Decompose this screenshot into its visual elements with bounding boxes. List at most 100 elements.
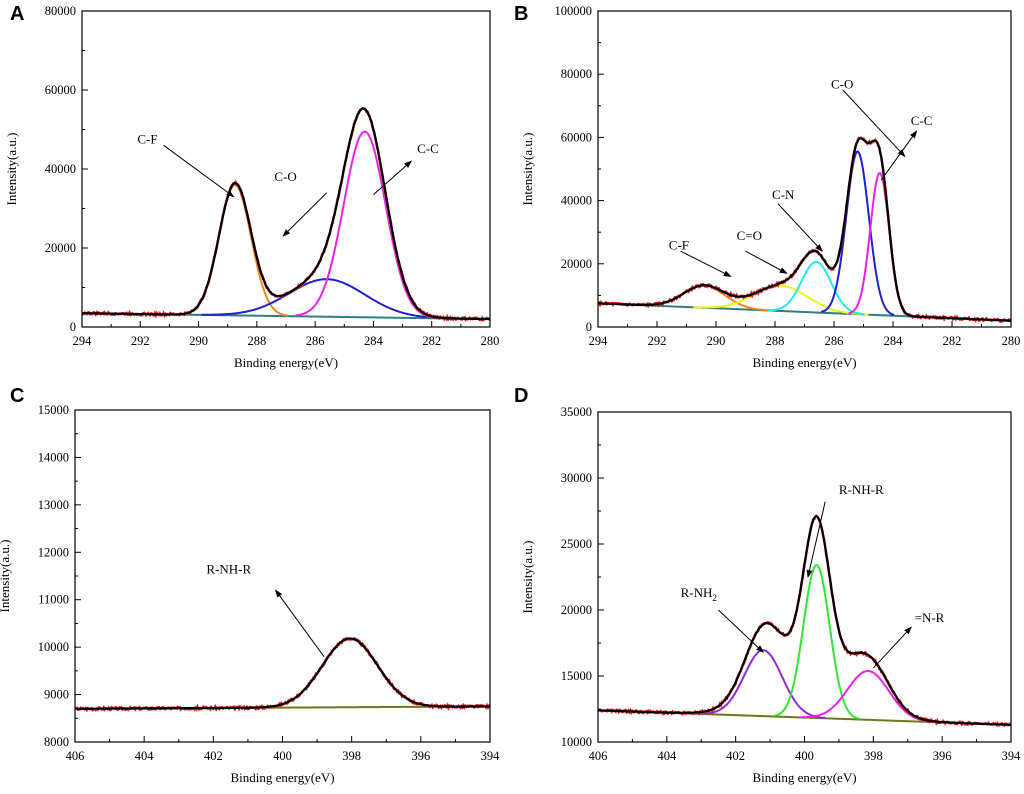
component-c-n [768,260,865,316]
y-tick-label: 8000 [44,735,69,749]
annotation-label: C-O [274,169,296,184]
x-tick-label: 400 [273,749,292,763]
x-tick-label: 284 [884,334,904,348]
x-tick-label: 404 [135,749,155,763]
annotation-arrow [880,130,918,181]
annotation-label: C-C [417,141,439,156]
component-r-nh-r [258,637,442,709]
x-tick-label: 284 [364,334,384,348]
annotation-arrow [163,144,235,198]
x-axis-title: Binding energy(eV) [752,770,856,785]
y-tick-label: 60000 [45,83,76,97]
y-tick-label: 0 [586,320,592,334]
x-tick-label: 400 [795,749,814,763]
plot-frame [74,409,491,743]
x-tick-label: 402 [204,749,223,763]
annotation-arrow [274,589,325,657]
panel-a: A 294 292 290 288 286 284 282 280 0 20000 40000 6000… [4,3,499,370]
annotation-arrow [282,192,328,237]
y-tick-label: 15000 [561,669,592,683]
component--n-r [799,669,937,723]
curves [82,106,490,323]
x-tick-label: 292 [131,334,150,348]
annotation-label: R-NH-R [206,562,251,577]
curves [598,514,1011,728]
y-tick-label: 100000 [555,4,593,18]
annotation-label: C=O [737,228,762,243]
panel-letter: D [514,385,528,407]
panel-b: B 294 292 290 288 286 284 282 280 0 20000 40000 6000… [514,3,1020,370]
plot-frame [597,10,1012,328]
y-tick-label: 40000 [45,162,76,176]
y-axis-title: Intensity(a.u.) [4,133,19,206]
x-tick-label: 396 [411,749,430,763]
y-tick-label: 14000 [38,450,69,464]
annotation-arrow [718,609,764,653]
y-axis-title: Intensity(a.u.) [520,541,535,614]
x-tick-label: 288 [766,334,785,348]
component-r-nh2 [701,649,826,719]
x-axis-title: Binding energy(eV) [230,770,334,785]
x-tick-label: 290 [189,334,208,348]
x-tick-label: 294 [589,334,609,348]
x-tick-label: 286 [825,334,844,348]
y-tick-label: 30000 [561,471,592,485]
y-tick-label: 60000 [561,130,592,144]
x-tick-label: 280 [1002,334,1021,348]
x-tick-label: 398 [864,749,883,763]
panel-letter: A [10,3,24,25]
component-c-f [181,184,289,317]
y-axis-title: Intensity(a.u.) [520,133,535,206]
y-tick-label: 0 [70,320,76,334]
y-tick-label: 11000 [38,593,69,607]
x-tick-label: 406 [66,749,85,763]
y-tick-label: 15000 [38,403,69,417]
envelope-line [82,107,490,321]
x-tick-label: 286 [306,334,325,348]
component-c-o [820,150,895,316]
annotation-arrow [872,626,912,669]
x-tick-label: 292 [648,334,667,348]
panel-c: C 406 404 402 400 398 396 394 8000 9000 10000 11000… [0,385,500,785]
x-axis-title: Binding energy(eV) [234,355,338,370]
plot-frame [597,411,1012,743]
annotation-arrow [373,160,413,196]
y-tick-label: 13000 [38,498,69,512]
x-tick-label: 394 [481,749,501,763]
annotation-label: C-F [669,238,689,253]
y-tick-label: 10000 [561,735,592,749]
x-tick-label: 280 [481,334,500,348]
x-tick-label: 294 [73,334,93,348]
annotation-label: R-NH-R [839,482,884,497]
y-tick-label: 20000 [561,257,592,271]
y-tick-label: 9000 [44,688,69,702]
y-tick-label: 80000 [561,67,592,81]
y-tick-label: 20000 [561,603,592,617]
panel-letter: B [514,3,528,25]
annotation-arrow [806,501,826,578]
annotation-arrow [777,203,823,252]
raw-data-line [75,636,490,713]
component-c-o [201,278,453,320]
y-axis-title: Intensity(a.u.) [0,540,12,613]
x-tick-label: 404 [657,749,677,763]
y-tick-label: 40000 [561,194,592,208]
y-tick-label: 20000 [45,241,76,255]
y-tick-label: 80000 [45,4,76,18]
annotation-label: C-F [137,131,157,146]
envelope-line [598,515,1011,726]
component-c-c [295,130,434,319]
y-tick-label: 10000 [38,640,69,654]
curves [598,136,1011,324]
annotation-label: =N-R [915,610,945,625]
annotation-arrow [842,89,906,158]
component-c-o [693,284,869,316]
x-tick-label: 396 [933,749,952,763]
y-tick-label: 12000 [38,545,69,559]
x-tick-label: 290 [707,334,726,348]
x-tick-label: 282 [422,334,441,348]
x-tick-label: 288 [247,334,266,348]
annotation-label: C-N [772,187,795,202]
x-tick-label: 402 [726,749,745,763]
